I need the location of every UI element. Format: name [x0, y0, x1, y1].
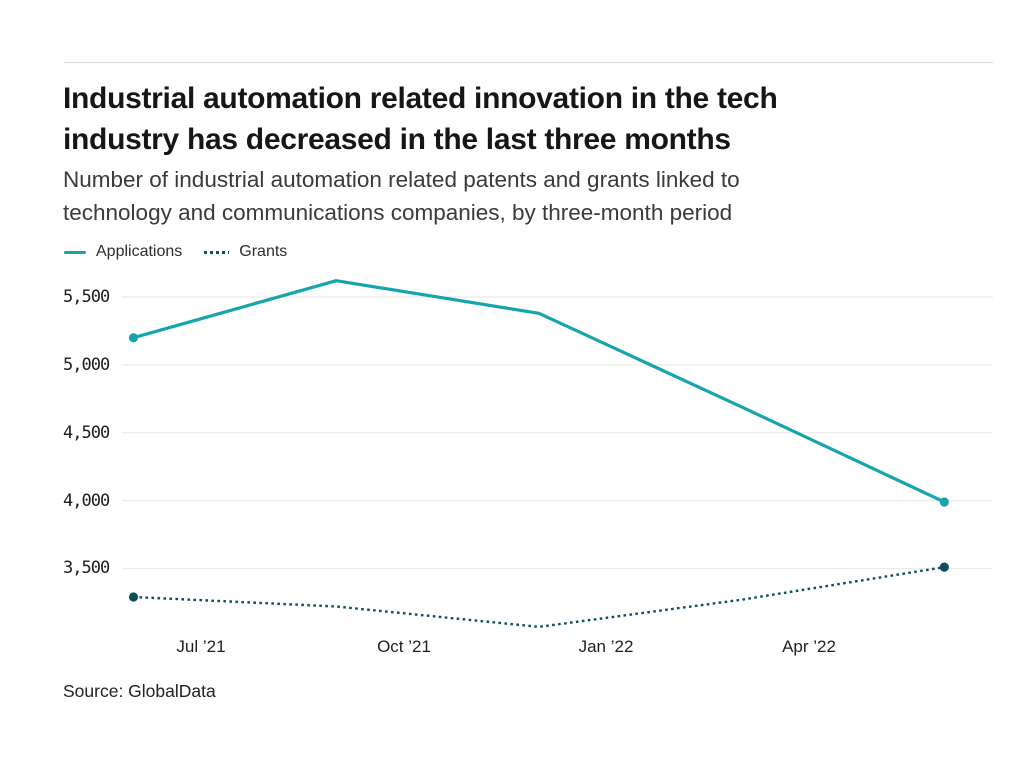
header-divider [64, 62, 993, 63]
applications-line-swatch-icon [64, 250, 86, 254]
chart-legend: Applications Grants [64, 243, 287, 261]
legend-item-applications: Applications [64, 243, 182, 261]
page-title-line2: industry has decreased in the last three… [63, 123, 731, 156]
page-subtitle-line1: Number of industrial automation related … [63, 167, 740, 192]
series-line-applications [133, 279, 945, 504]
page-subtitle-line2: technology and communications companies,… [63, 200, 733, 225]
legend-label-applications: Applications [96, 243, 183, 260]
page-subtitle: Number of industrial automation related … [63, 163, 893, 229]
data-point-grants [128, 592, 139, 602]
x-axis-label: Apr ’22 [782, 637, 836, 656]
page-title: Industrial automation related innovation… [63, 78, 893, 160]
legend-label-grants: Grants [239, 243, 288, 260]
y-axis-label: 5,000 [63, 355, 110, 375]
x-axis-label: Jan ’22 [578, 637, 634, 656]
data-point-grants [939, 562, 949, 572]
y-axis-label: 4,500 [63, 423, 110, 443]
y-axis-label: 3,500 [63, 558, 110, 578]
legend-item-grants: Grants [204, 243, 287, 261]
data-point-applications [939, 497, 949, 507]
x-axis-label: Jul ’21 [176, 637, 226, 656]
y-axis-label: 4,000 [63, 491, 110, 511]
source-note: Source: GlobalData [63, 681, 216, 701]
x-axis-label: Oct ’21 [377, 637, 431, 656]
series-line-grants [133, 565, 945, 629]
grants-dotted-swatch-icon [204, 250, 230, 254]
y-axis-label: 5,500 [63, 287, 110, 307]
data-point-applications [128, 333, 139, 343]
page-title-line1: Industrial automation related innovation… [63, 82, 778, 115]
